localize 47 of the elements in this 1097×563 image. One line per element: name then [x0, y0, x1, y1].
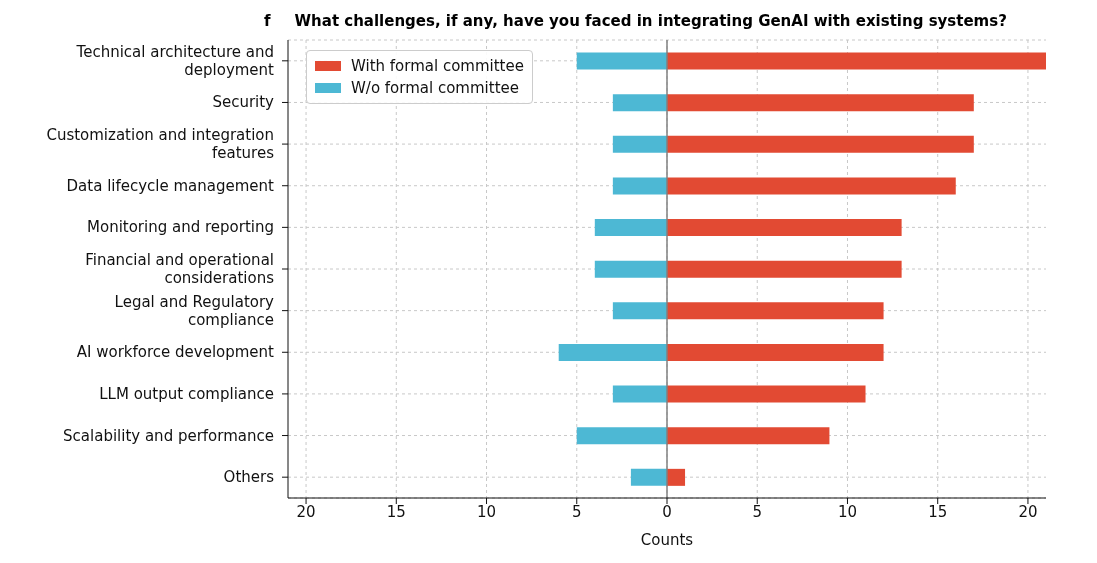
bar — [667, 52, 1046, 70]
bar — [594, 260, 667, 278]
chart-title: What challenges, if any, have you faced in integrating GenAI with existing systems? — [294, 12, 1007, 30]
x-tick-label: 20 — [296, 502, 316, 521]
bar — [667, 177, 956, 195]
y-tick-label: LLM output compliance — [99, 384, 274, 403]
bar — [667, 219, 902, 237]
bar — [594, 219, 667, 237]
y-tick-label: Financial and operational considerations — [85, 251, 275, 287]
y-tick-label: Scalability and performance — [63, 426, 274, 445]
legend-label: With formal committee — [351, 56, 524, 77]
bar — [612, 302, 667, 320]
bar — [667, 94, 974, 112]
bar — [612, 177, 667, 195]
x-tick-label: 15 — [386, 502, 406, 521]
y-tick-label: Others — [223, 468, 275, 487]
y-tick-label: Legal and Regulatory compliance — [114, 292, 275, 329]
y-tick-label: Monitoring and reporting — [87, 218, 274, 237]
bar — [667, 468, 686, 486]
bar — [558, 343, 667, 361]
y-tick-label: Technical architecture and deployment — [75, 42, 275, 79]
bar — [576, 427, 667, 445]
bar — [612, 385, 667, 403]
x-tick-label: 0 — [662, 502, 672, 521]
x-tick-label: 5 — [571, 502, 582, 521]
bar — [667, 385, 866, 403]
bar — [612, 94, 667, 112]
bar — [667, 302, 884, 320]
x-tick-label: 10 — [837, 502, 858, 521]
y-tick-label: Customization and integration features — [46, 126, 275, 163]
bar — [630, 468, 667, 486]
y-tick-label: Data lifecycle management — [66, 176, 275, 195]
y-tick-label: AI workforce development — [76, 343, 275, 362]
legend-label: W/o formal committee — [351, 78, 519, 99]
bar — [667, 260, 902, 278]
bar — [576, 52, 667, 70]
x-tick-label: 20 — [1018, 502, 1038, 521]
x-axis-title: Counts — [640, 530, 694, 549]
text: f — [264, 12, 271, 30]
bar — [667, 135, 974, 153]
y-tick-label: Security — [212, 93, 275, 112]
bar — [612, 135, 667, 153]
bar — [667, 427, 830, 445]
x-tick-label: 5 — [752, 502, 763, 521]
x-tick-label: 10 — [476, 502, 497, 521]
bar — [667, 343, 884, 361]
x-tick-label: 15 — [928, 502, 948, 521]
